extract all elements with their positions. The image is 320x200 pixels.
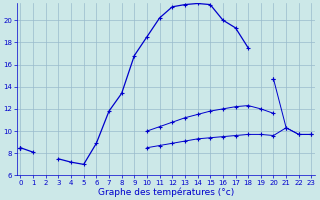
X-axis label: Graphe des températures (°c): Graphe des températures (°c) (98, 187, 234, 197)
